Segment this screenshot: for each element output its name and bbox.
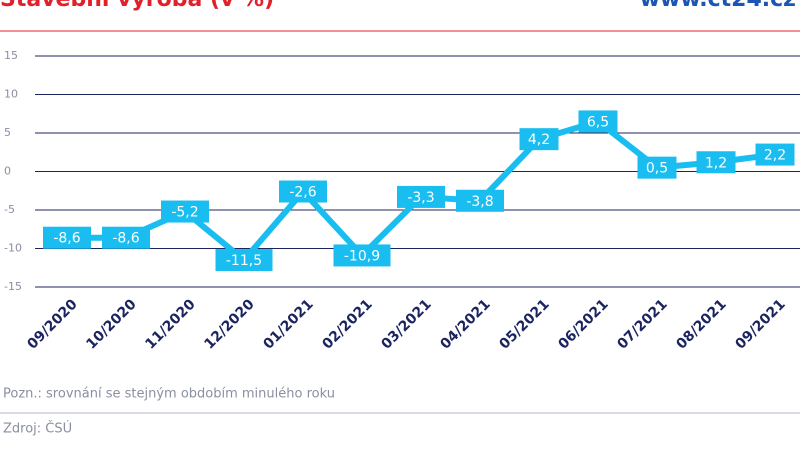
y-tick-label: 15 bbox=[4, 49, 18, 62]
x-tick-label: 04/2021 bbox=[437, 296, 493, 352]
x-tick-label: 02/2021 bbox=[319, 296, 375, 352]
value-label: -10,9 bbox=[344, 248, 380, 264]
value-label: 2,2 bbox=[764, 148, 786, 164]
value-label: -5,2 bbox=[171, 205, 198, 221]
x-tick-label: 06/2021 bbox=[555, 296, 611, 352]
x-tick-label: 03/2021 bbox=[378, 296, 434, 352]
value-box bbox=[102, 226, 150, 249]
x-tick-label: 09/2021 bbox=[732, 296, 788, 352]
x-tick-label: 07/2021 bbox=[614, 296, 670, 352]
value-box bbox=[637, 156, 677, 179]
value-box bbox=[755, 143, 795, 166]
note: Pozn.: srovnání se stejným obdobím minul… bbox=[3, 387, 335, 402]
value-label: 6,5 bbox=[587, 114, 609, 130]
x-tick-label: 05/2021 bbox=[496, 296, 552, 352]
x-tick-label: 11/2020 bbox=[142, 296, 198, 352]
plot-area: -15 -10 -5 0 5 10 15 09/2020 10/2020 11/2020 12/20… bbox=[4, 49, 800, 353]
value-box bbox=[696, 151, 736, 174]
source: Zdroj: ČSÚ bbox=[3, 421, 72, 437]
y-tick-label: 10 bbox=[4, 88, 18, 101]
value-box bbox=[578, 110, 618, 133]
value-label: -11,5 bbox=[226, 253, 262, 269]
x-tick-label: 01/2021 bbox=[260, 296, 316, 352]
value-label: 4,2 bbox=[528, 132, 550, 148]
x-tick-label: 08/2021 bbox=[673, 296, 729, 352]
value-box bbox=[333, 244, 391, 267]
value-box bbox=[215, 249, 273, 272]
value-box bbox=[519, 128, 559, 151]
x-tick-label: 10/2020 bbox=[83, 296, 139, 352]
value-box bbox=[161, 200, 209, 223]
value-label: -8,6 bbox=[53, 231, 80, 247]
value-box bbox=[456, 189, 504, 212]
x-tick-label: 12/2020 bbox=[201, 296, 257, 352]
value-label: -3,8 bbox=[466, 194, 493, 210]
value-box bbox=[43, 226, 91, 249]
value-box bbox=[279, 180, 327, 203]
value-label: -2,6 bbox=[289, 185, 316, 201]
y-tick-label: 5 bbox=[4, 126, 11, 139]
value-label: -8,6 bbox=[112, 231, 139, 247]
y-tick-label: -10 bbox=[4, 242, 22, 255]
chart-title: Stavební výroba (v %) bbox=[0, 0, 274, 12]
y-tick-label: -15 bbox=[4, 280, 22, 293]
site-link[interactable]: www.ct24.cz bbox=[640, 0, 796, 12]
y-tick-label: 0 bbox=[4, 165, 11, 178]
y-tick-label: -5 bbox=[4, 203, 15, 216]
value-label: 0,5 bbox=[646, 161, 668, 177]
value-box bbox=[397, 185, 445, 208]
value-label: 1,2 bbox=[705, 155, 727, 171]
value-label: -3,3 bbox=[407, 190, 434, 206]
x-tick-label: 09/2020 bbox=[24, 296, 80, 352]
